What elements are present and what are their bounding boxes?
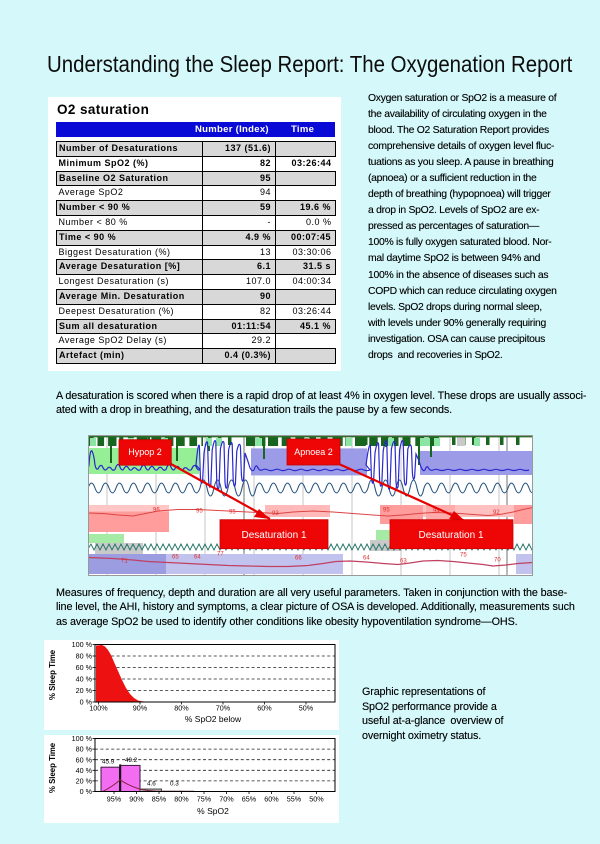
svg-text:60%: 60%: [257, 704, 272, 713]
svg-text:63: 63: [400, 559, 407, 565]
svg-text:4.6: 4.6: [147, 781, 156, 788]
svg-text:% SpO2: % SpO2: [197, 806, 229, 816]
svg-text:50%: 50%: [299, 704, 314, 713]
svg-text:70%: 70%: [219, 795, 234, 804]
svg-text:0.3: 0.3: [170, 781, 179, 788]
svg-text:96: 96: [153, 508, 160, 514]
svg-text:75%: 75%: [197, 795, 212, 804]
svg-text:95%: 95%: [107, 795, 122, 804]
svg-text:85%: 85%: [152, 795, 167, 804]
svg-text:40 %: 40 %: [76, 675, 93, 684]
svg-text:40 %: 40 %: [76, 766, 93, 775]
svg-text:71: 71: [121, 559, 128, 565]
svg-text:80%: 80%: [174, 704, 189, 713]
svg-text:64: 64: [194, 555, 201, 561]
svg-text:Apnoea 2: Apnoea 2: [294, 447, 333, 457]
svg-text:60%: 60%: [264, 795, 279, 804]
svg-text:92: 92: [493, 510, 500, 516]
svg-text:94: 94: [433, 509, 440, 515]
svg-text:0 %: 0 %: [80, 787, 93, 796]
svg-text:66: 66: [295, 556, 302, 562]
svg-text:90%: 90%: [133, 704, 148, 713]
svg-text:65%: 65%: [242, 795, 257, 804]
svg-text:95: 95: [383, 508, 390, 514]
svg-text:60 %: 60 %: [76, 663, 93, 672]
svg-text:90%: 90%: [129, 795, 144, 804]
svg-text:20 %: 20 %: [76, 777, 93, 786]
svg-text:95: 95: [196, 509, 203, 515]
svg-text:100 %: 100 %: [72, 735, 93, 743]
svg-text:% Sleep Time: % Sleep Time: [48, 742, 57, 793]
svg-text:% SpO2 below: % SpO2 below: [185, 714, 242, 724]
svg-text:80 %: 80 %: [76, 745, 93, 754]
svg-text:70: 70: [494, 558, 501, 564]
svg-text:93: 93: [272, 511, 279, 517]
svg-text:20 %: 20 %: [76, 686, 93, 695]
svg-text:Desaturation 1: Desaturation 1: [418, 530, 483, 541]
svg-text:65: 65: [172, 555, 179, 561]
svg-text:77: 77: [217, 552, 224, 558]
svg-text:95: 95: [229, 510, 236, 516]
svg-text:55%: 55%: [287, 795, 302, 804]
svg-text:50%: 50%: [309, 795, 324, 804]
svg-text:60 %: 60 %: [76, 755, 93, 764]
svg-text:64: 64: [363, 556, 370, 562]
svg-text:49.2: 49.2: [125, 757, 138, 764]
svg-text:75: 75: [460, 553, 467, 559]
svg-text:100 %: 100 %: [72, 640, 93, 649]
svg-text:80%: 80%: [174, 795, 189, 804]
svg-text:45.9: 45.9: [102, 759, 115, 766]
svg-text:80 %: 80 %: [76, 652, 93, 661]
svg-text:% Sleep Time: % Sleep Time: [48, 649, 57, 700]
svg-text:0 %: 0 %: [80, 698, 93, 707]
svg-text:Desaturation 1: Desaturation 1: [241, 530, 306, 541]
svg-text:70%: 70%: [216, 704, 231, 713]
svg-text:Hypop 2: Hypop 2: [128, 447, 162, 457]
svg-text:100%: 100%: [89, 704, 108, 713]
